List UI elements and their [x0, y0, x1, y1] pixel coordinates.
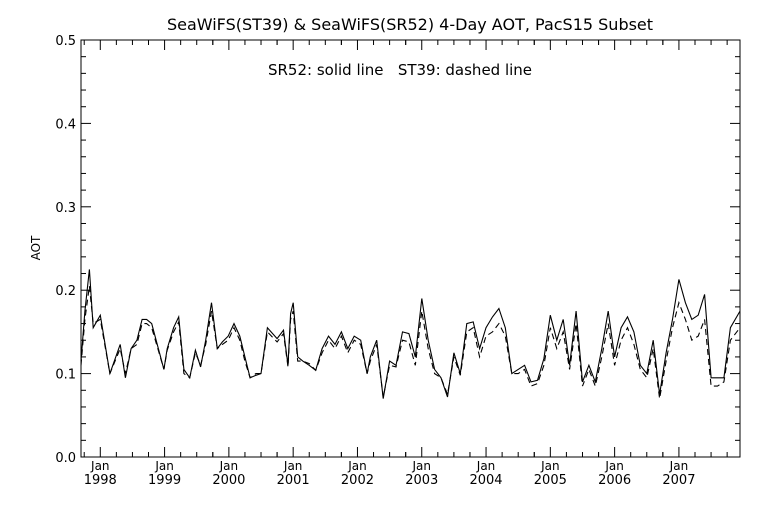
x-tick-label-month: Jan	[90, 459, 110, 473]
y-tick-label: 0.2	[55, 284, 76, 299]
chart-title: SeaWiFS(ST39) & SeaWiFS(SR52) 4-Day AOT,…	[167, 15, 653, 34]
x-tick-label-year: 2004	[469, 473, 502, 488]
x-tick-label-month: Jan	[604, 459, 624, 473]
y-tick-label: 0.4	[55, 117, 76, 132]
plot-frame	[80, 39, 741, 458]
x-tick-label-month: Jan	[540, 459, 560, 473]
x-tick-label-year: 1999	[148, 473, 181, 488]
series-line-st39	[80, 285, 741, 399]
x-tick-label-month: Jan	[219, 459, 239, 473]
x-tick-label-month: Jan	[154, 459, 174, 473]
x-tick-label-year: 2006	[598, 473, 631, 488]
y-tick-label: 0.3	[55, 201, 76, 216]
y-tick-label: 0.0	[55, 451, 76, 466]
x-tick-label-year: 2007	[662, 473, 695, 488]
series-layer	[80, 269, 741, 399]
axis-ticks	[81, 39, 740, 458]
x-tick-label-year: 2002	[341, 473, 374, 488]
x-tick-label-year: 1998	[84, 473, 117, 488]
tick-labels: 0.00.10.20.30.40.5Jan1998Jan1999Jan2000J…	[55, 34, 695, 488]
x-tick-label-month: Jan	[412, 459, 432, 473]
y-tick-label: 0.5	[55, 34, 76, 49]
x-tick-label-month: Jan	[476, 459, 496, 473]
x-tick-label-year: 2001	[277, 473, 310, 488]
y-tick-label: 0.1	[55, 368, 76, 383]
series-line-sr52	[80, 269, 741, 399]
y-axis-label: AOT	[29, 235, 43, 260]
line-style-annotation: SR52: solid line ST39: dashed line	[268, 61, 532, 79]
x-tick-label-month: Jan	[283, 459, 303, 473]
x-tick-label-year: 2000	[212, 473, 245, 488]
x-tick-label-month: Jan	[669, 459, 689, 473]
x-tick-label-year: 2005	[534, 473, 567, 488]
x-tick-label-year: 2003	[405, 473, 438, 488]
x-tick-label-month: Jan	[347, 459, 367, 473]
